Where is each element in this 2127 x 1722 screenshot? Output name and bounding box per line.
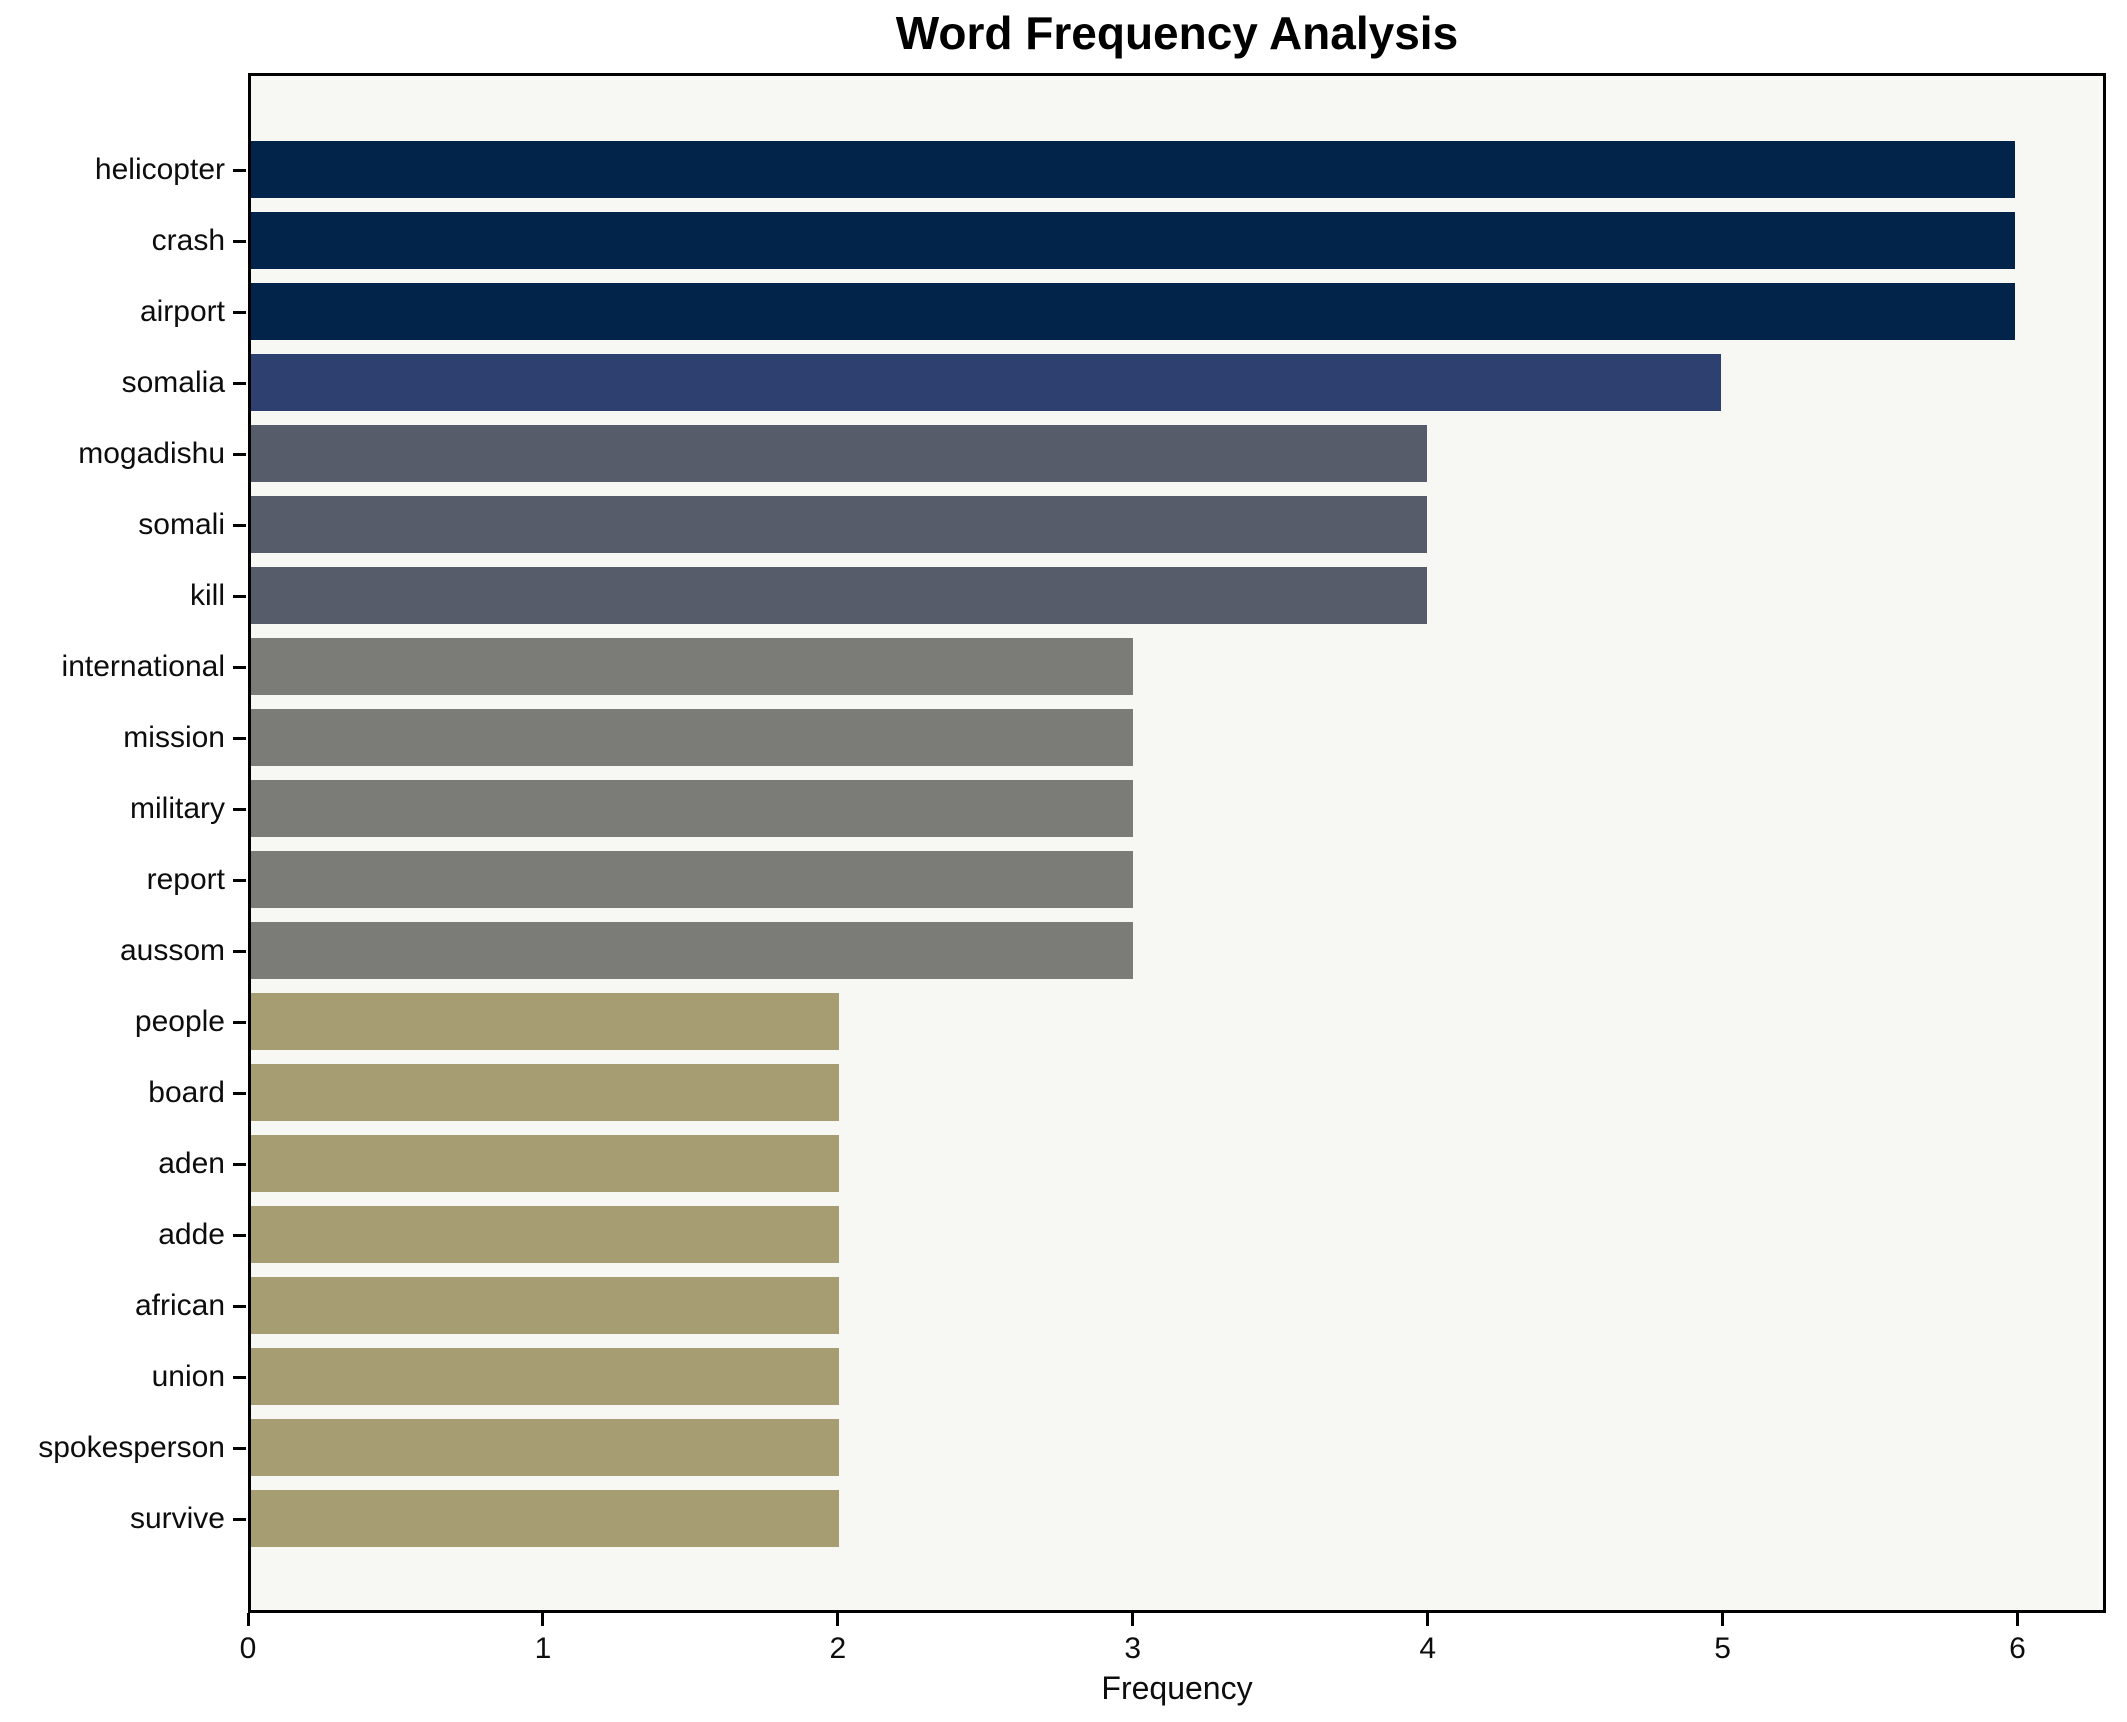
- plot-area: [248, 73, 2106, 1613]
- x-tick-mark: [1426, 1613, 1430, 1626]
- bar-airport: [251, 283, 2015, 340]
- x-tick-label-5: 5: [1714, 1632, 1731, 1665]
- y-label-board: board: [148, 1076, 225, 1109]
- y-label-aussom: aussom: [119, 934, 225, 967]
- bar-report: [251, 851, 1133, 908]
- y-tick-mark: [233, 452, 246, 456]
- y-tick-mark: [233, 594, 246, 598]
- y-tick-mark: [233, 1091, 246, 1095]
- x-tick-mark: [2016, 1613, 2020, 1626]
- y-label-airport: airport: [139, 295, 225, 328]
- bar-kill: [251, 567, 1427, 624]
- y-label-international: international: [61, 650, 225, 683]
- y-label-crash: crash: [151, 224, 225, 257]
- x-tick-label-0: 0: [239, 1632, 257, 1665]
- bar-spokesperson: [251, 1419, 839, 1476]
- x-tick-label-2: 2: [829, 1632, 847, 1665]
- bar-aussom: [251, 922, 1133, 979]
- x-tick-mark: [1721, 1613, 1725, 1626]
- y-tick-mark: [233, 1517, 246, 1521]
- y-tick-mark: [233, 381, 246, 385]
- y-tick-mark: [233, 1375, 246, 1379]
- y-label-spokesperson: spokesperson: [38, 1431, 225, 1464]
- bar-military: [251, 780, 1133, 837]
- y-label-aden: aden: [158, 1147, 225, 1180]
- y-label-report: report: [146, 863, 225, 896]
- y-label-african: african: [134, 1289, 225, 1322]
- y-label-mogadishu: mogadishu: [78, 437, 225, 470]
- y-tick-mark: [233, 1446, 246, 1450]
- bar-board: [251, 1064, 839, 1121]
- bar-crash: [251, 212, 2015, 269]
- bar-mission: [251, 709, 1133, 766]
- x-tick-label-1: 1: [534, 1632, 552, 1665]
- bar-union: [251, 1348, 839, 1405]
- y-tick-mark: [233, 1304, 246, 1308]
- y-label-somalia: somalia: [121, 366, 225, 399]
- bar-somali: [251, 496, 1427, 553]
- x-tick-mark: [836, 1613, 840, 1626]
- x-axis-label: Frequency: [1101, 1670, 1253, 1706]
- y-tick-mark: [233, 168, 246, 172]
- y-tick-mark: [233, 665, 246, 669]
- y-label-survive: survive: [129, 1502, 225, 1535]
- chart-title: Word Frequency Analysis: [895, 7, 1459, 59]
- y-tick-mark: [233, 1162, 246, 1166]
- y-label-kill: kill: [190, 579, 225, 612]
- y-label-helicopter: helicopter: [94, 153, 225, 186]
- bar-survive: [251, 1490, 839, 1547]
- x-tick-label-3: 3: [1124, 1632, 1142, 1665]
- y-tick-mark: [233, 878, 246, 882]
- y-tick-mark: [233, 949, 246, 953]
- y-label-military: military: [130, 792, 225, 825]
- y-tick-mark: [233, 1233, 246, 1237]
- bar-somalia: [251, 354, 1721, 411]
- bar-mogadishu: [251, 425, 1427, 482]
- y-tick-mark: [233, 807, 246, 811]
- y-label-union: union: [151, 1360, 225, 1393]
- bar-people: [251, 993, 839, 1050]
- y-tick-mark: [233, 523, 246, 527]
- y-tick-mark: [233, 239, 246, 243]
- bar-adde: [251, 1206, 839, 1263]
- y-label-somali: somali: [138, 508, 225, 541]
- y-tick-mark: [233, 736, 246, 740]
- x-tick-label-4: 4: [1419, 1632, 1437, 1665]
- bar-international: [251, 638, 1133, 695]
- y-label-mission: mission: [123, 721, 225, 754]
- y-label-adde: adde: [158, 1218, 225, 1251]
- bar-helicopter: [251, 141, 2015, 198]
- x-tick-label-6: 6: [2009, 1632, 2026, 1665]
- y-label-people: people: [134, 1005, 225, 1038]
- x-tick-mark: [1131, 1613, 1135, 1626]
- x-tick-mark: [541, 1613, 545, 1626]
- y-tick-mark: [233, 1020, 246, 1024]
- bar-aden: [251, 1135, 839, 1192]
- x-tick-mark: [246, 1613, 250, 1626]
- bar-african: [251, 1277, 839, 1334]
- y-tick-mark: [233, 310, 246, 314]
